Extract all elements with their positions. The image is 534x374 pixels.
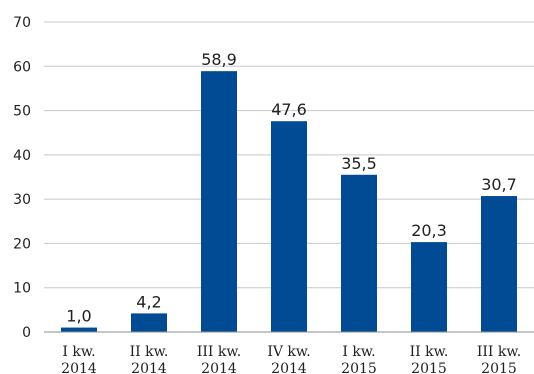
- y-tick-label: 70: [13, 15, 31, 31]
- bar: [201, 71, 237, 333]
- x-tick-label-line: 2014: [271, 361, 307, 374]
- x-tick-label-line: IV kw.: [267, 344, 310, 360]
- x-tick-label: I kw. 2015: [341, 344, 377, 374]
- y-tick-label: 0: [22, 325, 31, 341]
- data-labels: 1,0 4,2 58,9 47,6 35,5 20,3 30,7: [66, 50, 517, 325]
- data-label: 47,6: [271, 100, 307, 119]
- x-tick-label: III kw. 2014: [197, 344, 241, 374]
- x-tick-label-line: 2014: [201, 361, 237, 374]
- y-tick-label: 30: [13, 192, 31, 208]
- data-label: 58,9: [201, 50, 237, 69]
- y-tick-label: 20: [13, 236, 31, 252]
- x-tick-label-line: 2014: [61, 361, 97, 374]
- x-tick-label-line: III kw.: [477, 344, 521, 360]
- bar: [131, 313, 167, 332]
- y-tick-label: 10: [13, 281, 31, 297]
- x-tick-label-line: I kw.: [62, 344, 95, 360]
- bar: [341, 174, 377, 332]
- bar: [411, 242, 447, 332]
- x-tick-label-line: 2014: [131, 361, 167, 374]
- x-tick-label-line: II kw.: [410, 344, 449, 360]
- data-label: 30,7: [481, 175, 517, 194]
- x-tick-label: IV kw. 2014: [267, 344, 310, 374]
- y-tick-label: 40: [13, 148, 31, 164]
- bar: [481, 196, 517, 332]
- bar: [61, 327, 97, 332]
- x-tick-label: III kw. 2015: [477, 344, 521, 374]
- x-tick-label: II kw. 2014: [130, 344, 169, 374]
- data-label: 4,2: [136, 292, 161, 311]
- x-tick-label-line: 2015: [411, 361, 447, 374]
- y-tick-label: 50: [13, 104, 31, 120]
- x-tick-label-line: II kw.: [130, 344, 169, 360]
- x-tick-label-line: I kw.: [342, 344, 375, 360]
- y-axis-tick-labels: 0 10 20 30 40 50 60 70: [13, 15, 31, 341]
- y-tick-label: 60: [13, 59, 31, 75]
- x-tick-label-line: 2015: [481, 361, 517, 374]
- x-tick-label: II kw. 2015: [410, 344, 449, 374]
- x-tick-label: I kw. 2014: [61, 344, 97, 374]
- x-tick-label-line: III kw.: [197, 344, 241, 360]
- bar: [271, 121, 307, 332]
- data-label: 1,0: [66, 307, 91, 326]
- data-label: 20,3: [411, 221, 447, 240]
- x-tick-label-line: 2015: [341, 361, 377, 374]
- bars: [61, 71, 517, 333]
- data-label: 35,5: [341, 154, 377, 173]
